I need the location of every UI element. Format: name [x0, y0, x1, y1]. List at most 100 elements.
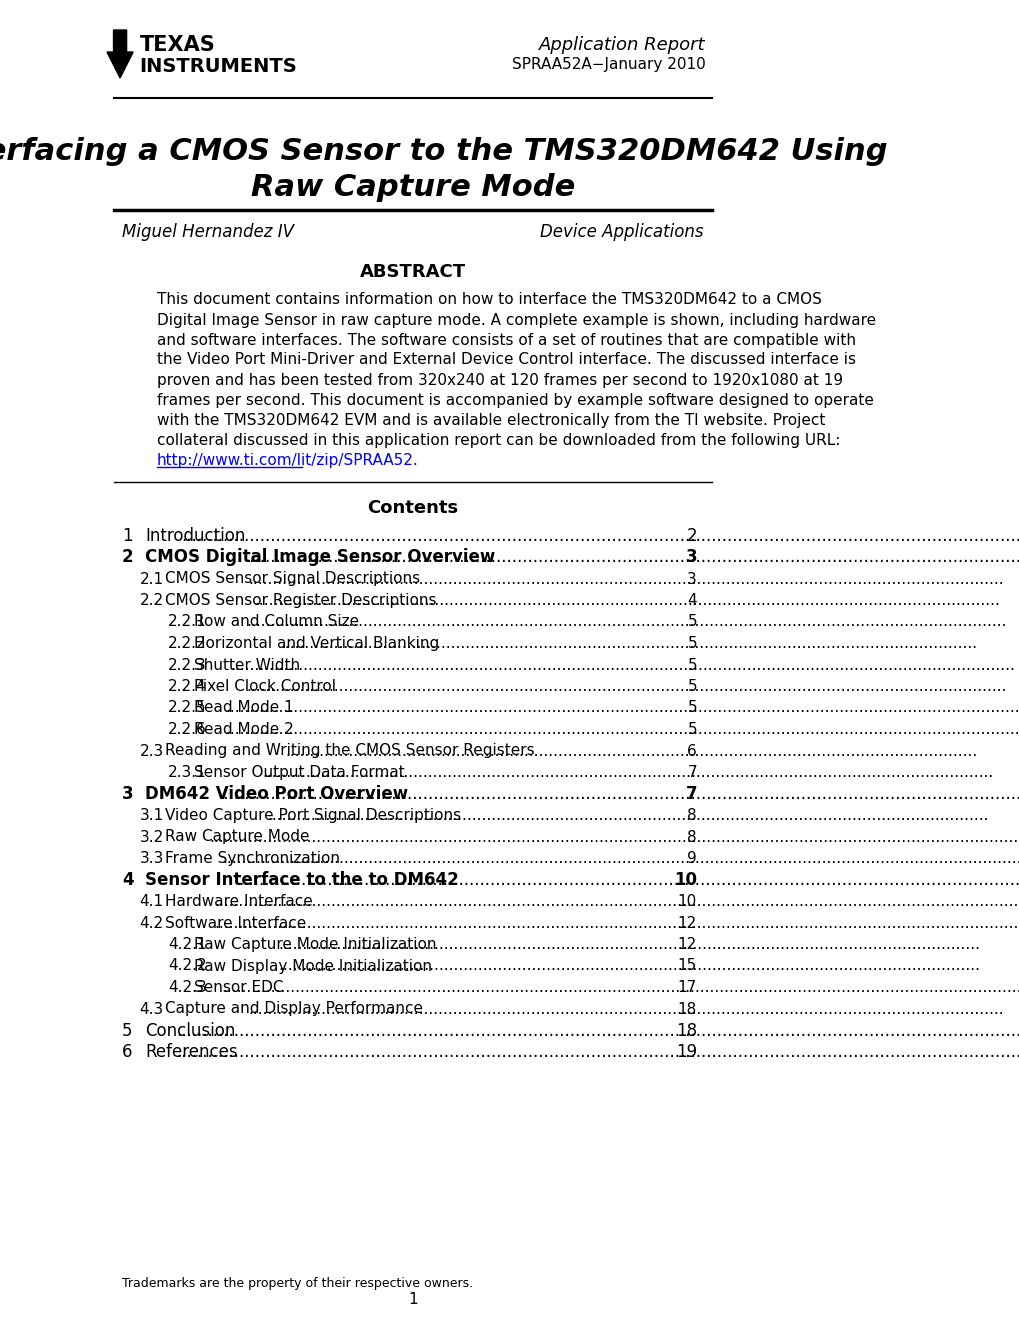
- Text: ................................................................................: ........................................…: [285, 744, 977, 758]
- Text: Read Mode 1: Read Mode 1: [194, 700, 293, 715]
- Text: Sensor Interface to the to DM642: Sensor Interface to the to DM642: [145, 871, 459, 889]
- Text: 4.2: 4.2: [140, 915, 164, 930]
- Text: ................................................................................: ........................................…: [218, 785, 1019, 803]
- Text: 3: 3: [122, 785, 133, 803]
- Text: 4.1: 4.1: [140, 894, 164, 909]
- Text: 5: 5: [687, 679, 696, 694]
- Text: 10: 10: [674, 871, 696, 889]
- Text: CMOS Digital Image Sensor Overview: CMOS Digital Image Sensor Overview: [145, 549, 494, 566]
- Text: 2.2: 2.2: [140, 594, 164, 608]
- Text: Raw Capture Mode: Raw Capture Mode: [251, 174, 575, 203]
- Text: 12: 12: [677, 936, 696, 952]
- Text: 2.2.6: 2.2.6: [167, 721, 206, 737]
- Text: Sensor EDC: Sensor EDC: [194, 980, 283, 995]
- Text: Application Report: Application Report: [538, 36, 705, 54]
- Text: Device Applications: Device Applications: [539, 223, 703, 241]
- Text: 7: 7: [685, 785, 696, 803]
- Text: Horizontal and Vertical Blanking: Horizontal and Vertical Blanking: [194, 636, 439, 652]
- Text: 19: 19: [676, 1043, 696, 1060]
- Text: 8: 8: [687, 830, 696, 844]
- Text: CMOS Sensor Signal Descriptions: CMOS Sensor Signal Descriptions: [164, 571, 419, 587]
- Text: Sensor Output Data Format: Sensor Output Data Format: [194, 765, 405, 780]
- Text: Shutter Width: Shutter Width: [194, 657, 300, 673]
- Text: and software interfaces. The software consists of a set of routines that are com: and software interfaces. The software co…: [157, 332, 855, 347]
- Text: CMOS Sensor Register Descriptions: CMOS Sensor Register Descriptions: [164, 594, 435, 608]
- Text: ................................................................................: ........................................…: [249, 571, 1004, 587]
- Text: Trademarks are the property of their respective owners.: Trademarks are the property of their res…: [122, 1277, 473, 1290]
- Text: ................................................................................: ........................................…: [247, 679, 1006, 694]
- Text: ................................................................................: ........................................…: [175, 1043, 1019, 1060]
- Text: Read Mode 2: Read Mode 2: [194, 721, 293, 737]
- Text: Conclusion: Conclusion: [145, 1021, 235, 1039]
- Text: 5: 5: [687, 721, 696, 737]
- Text: Row and Column Size: Row and Column Size: [194, 615, 359, 629]
- Text: 17: 17: [677, 980, 696, 995]
- Polygon shape: [107, 30, 133, 78]
- Text: 6: 6: [122, 1043, 132, 1060]
- Text: 5: 5: [687, 636, 696, 652]
- Text: SPRAA52A−January 2010: SPRAA52A−January 2010: [512, 58, 705, 73]
- Text: INSTRUMENTS: INSTRUMENTS: [140, 58, 298, 77]
- Text: 5: 5: [687, 615, 696, 629]
- Text: ................................................................................: ........................................…: [267, 809, 987, 823]
- Text: ................................................................................: ........................................…: [214, 915, 1019, 930]
- Text: Reading and Writing the CMOS Sensor Registers: Reading and Writing the CMOS Sensor Regi…: [164, 744, 534, 758]
- Text: 3.3: 3.3: [140, 851, 164, 867]
- Text: collateral discussed in this application report can be downloaded from the follo: collateral discussed in this application…: [157, 433, 840, 447]
- Text: ................................................................................: ........................................…: [222, 851, 1019, 867]
- Text: 2.1: 2.1: [140, 571, 164, 587]
- Text: 4.3: 4.3: [140, 1001, 164, 1017]
- Text: 6: 6: [687, 744, 696, 758]
- Text: 2.3.1: 2.3.1: [167, 765, 206, 780]
- Text: 2: 2: [686, 528, 696, 545]
- Text: proven and has been tested from 320x240 at 120 frames per second to 1920x1080 at: proven and has been tested from 320x240 …: [157, 372, 842, 388]
- Text: ................................................................................: ........................................…: [181, 528, 1019, 545]
- Text: 2: 2: [122, 549, 133, 566]
- Text: ................................................................................: ........................................…: [278, 936, 979, 952]
- Text: 5: 5: [122, 1021, 132, 1039]
- Text: Miguel Hernandez IV: Miguel Hernandez IV: [122, 223, 293, 241]
- Text: 1: 1: [408, 1293, 417, 1307]
- Text: Contents: Contents: [367, 499, 458, 517]
- Text: Frame Synchronization: Frame Synchronization: [164, 851, 339, 867]
- Text: ................................................................................: ........................................…: [225, 721, 1019, 737]
- Text: frames per second. This document is accompanied by example software designed to : frames per second. This document is acco…: [157, 393, 872, 408]
- Text: 5: 5: [687, 657, 696, 673]
- Text: 7: 7: [687, 765, 696, 780]
- Text: 15: 15: [677, 959, 696, 973]
- Text: the Video Port Mini-Driver and External Device Control interface. The discussed : the Video Port Mini-Driver and External …: [157, 352, 855, 368]
- Text: 9: 9: [687, 851, 696, 867]
- Text: ................................................................................: ........................................…: [222, 980, 1019, 995]
- Text: Hardware Interface: Hardware Interface: [164, 894, 312, 909]
- Text: 3: 3: [687, 571, 696, 587]
- Text: 4: 4: [687, 594, 696, 608]
- Text: 2.2.2: 2.2.2: [167, 636, 206, 652]
- Text: 10: 10: [677, 894, 696, 909]
- Text: References: References: [145, 1043, 237, 1060]
- Text: Raw Capture Mode: Raw Capture Mode: [164, 830, 309, 844]
- Text: Raw Capture Mode Initialization: Raw Capture Mode Initialization: [194, 936, 436, 952]
- Text: 4: 4: [122, 871, 133, 889]
- Text: ................................................................................: ........................................…: [247, 615, 1006, 629]
- Text: 2.2.3: 2.2.3: [167, 657, 206, 673]
- Text: http://www.ti.com/lit/zip/SPRAA52.: http://www.ti.com/lit/zip/SPRAA52.: [157, 452, 418, 467]
- Text: ................................................................................: ........................................…: [278, 959, 979, 973]
- Text: Introduction: Introduction: [145, 528, 245, 545]
- Text: ................................................................................: ........................................…: [225, 700, 1019, 715]
- Text: ................................................................................: ........................................…: [254, 594, 999, 608]
- Text: Raw Display Mode Initialization: Raw Display Mode Initialization: [194, 959, 431, 973]
- Text: ................................................................................: ........................................…: [249, 1001, 1004, 1017]
- Text: 12: 12: [677, 915, 696, 930]
- Text: 4.2.1: 4.2.1: [167, 936, 206, 952]
- Text: Software Interface: Software Interface: [164, 915, 306, 930]
- Text: Capture and Display Performance: Capture and Display Performance: [164, 1001, 422, 1017]
- Text: Interfacing a CMOS Sensor to the TMS320DM642 Using: Interfacing a CMOS Sensor to the TMS320D…: [0, 137, 887, 166]
- Text: ................................................................................: ........................................…: [238, 871, 1019, 889]
- Text: 8: 8: [687, 809, 696, 823]
- Text: Digital Image Sensor in raw capture mode. A complete example is shown, including: Digital Image Sensor in raw capture mode…: [157, 313, 875, 327]
- Text: Video Capture Port Signal Descriptions: Video Capture Port Signal Descriptions: [164, 809, 461, 823]
- Text: with the TMS320DM642 EVM and is available electronically from the TI website. Pr: with the TMS320DM642 EVM and is availabl…: [157, 413, 824, 427]
- Text: ................................................................................: ........................................…: [280, 636, 977, 652]
- Text: TEXAS: TEXAS: [140, 36, 215, 55]
- Text: 2.2.4: 2.2.4: [167, 679, 206, 694]
